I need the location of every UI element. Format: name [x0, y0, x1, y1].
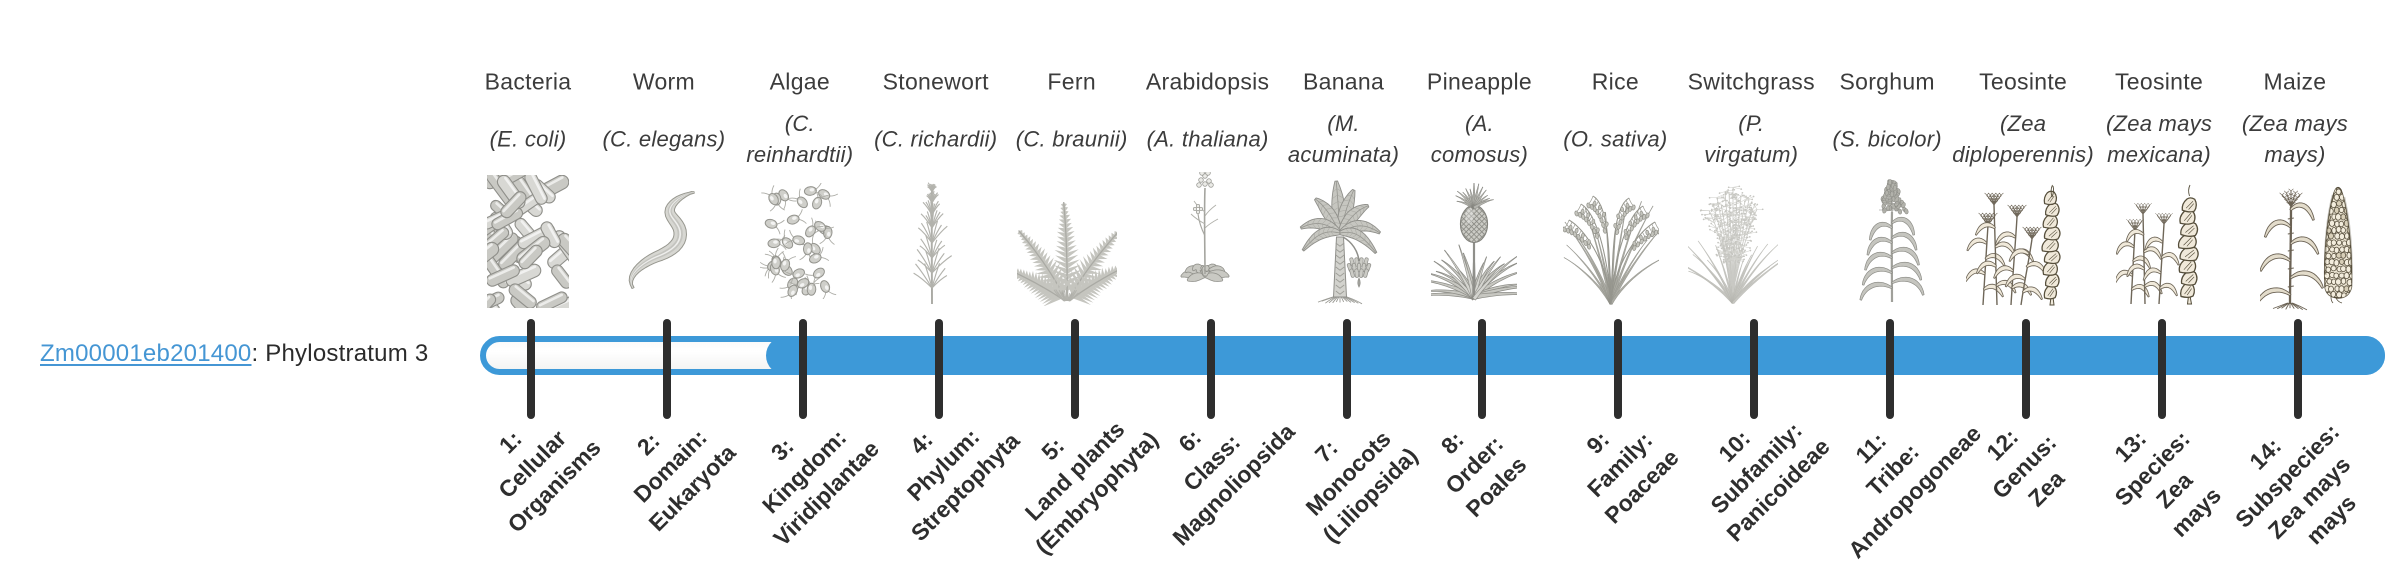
taxon-label-text: 4: Phylum: Streptophyta — [901, 423, 1025, 546]
taxon-label-text: 8: Order: Poales — [1436, 426, 1532, 523]
bacteria-icon — [487, 175, 569, 308]
organism-common-name: Algae — [769, 68, 830, 95]
phylostratum-tick — [798, 319, 807, 419]
organism-species-name: (C. richardii) — [874, 126, 998, 151]
organism-species-name: (E. coli) — [489, 126, 567, 151]
organism-species-name: (P. virgatum) — [1704, 110, 1799, 167]
phylostratum-tick — [2293, 319, 2302, 419]
taxon-label-text: 9: Family: Poaceae — [1581, 426, 1685, 529]
phylostratum-tick — [1886, 319, 1895, 419]
phylostratum-tick — [662, 319, 671, 419]
organism-species-name: (C. reinhardtii) — [746, 110, 854, 167]
organism-common-name: Banana — [1302, 68, 1385, 95]
taxon-label-text: 2: Domain: Eukaryota — [628, 424, 741, 537]
phylostratum-tick — [1206, 319, 1215, 419]
fern-icon — [1006, 184, 1131, 307]
algae-icon — [758, 182, 840, 305]
worm-icon — [624, 190, 704, 291]
organism-common-name: Arabidopsis — [1145, 68, 1270, 95]
taxon-label-text: 6: Class: Magnoliopsida — [1167, 418, 1300, 551]
phylostratum-tick — [934, 319, 943, 419]
organism-common-name: Rice — [1591, 68, 1639, 95]
organism-species-name: (Zea mays mays) — [2241, 110, 2349, 167]
organism-common-name: Teosinte — [2114, 68, 2204, 95]
pineapple-icon — [1407, 180, 1548, 305]
phylostratum-tick — [2158, 319, 2167, 419]
phylostratum-tick — [1070, 319, 1079, 419]
organism-common-name: Bacteria — [484, 68, 572, 95]
organism-common-name: Fern — [1047, 68, 1096, 95]
gene-caption-text: : Phylostratum 3 — [251, 339, 429, 367]
organism-species-name: (O. sativa) — [1563, 126, 1668, 151]
organism-common-name: Teosinte — [1979, 68, 2068, 95]
phylostratum-fill — [766, 336, 2385, 375]
phylostratum-tick — [527, 319, 535, 419]
taxon-label-text: 10: Subfamily: Panicoideae — [1705, 417, 1835, 547]
banana-icon — [1290, 179, 1390, 305]
organism-species-name: (S. bicolor) — [1832, 126, 1942, 151]
taxon-label-text: 1: Cellular Organisms — [493, 424, 606, 538]
phylostratum-tick — [1342, 319, 1351, 419]
taxon-label-text: 14: Subspecies: Zea mays mays — [2230, 418, 2361, 550]
switchgrass-icon — [1651, 179, 1809, 305]
maize-icon — [2254, 177, 2366, 311]
organism-common-name: Maize — [2263, 68, 2327, 95]
stonewort-icon — [906, 180, 958, 305]
organism-species-name: (C. elegans) — [602, 126, 726, 151]
organism-species-name: (Zea diploperennis) — [1952, 110, 2094, 167]
sorghum-icon — [1859, 176, 1925, 304]
taxon-label-text: 12: Genus: Zea — [1981, 423, 2070, 512]
phylostratum-tick — [1614, 319, 1623, 419]
organism-common-name: Stonewort — [882, 68, 989, 95]
organism-common-name: Sorghum — [1839, 68, 1935, 95]
phylostratum-tick — [2022, 319, 2031, 419]
phylostratum-tick — [1478, 319, 1487, 419]
arabidopsis-icon — [1173, 170, 1237, 290]
organism-common-name: Worm — [632, 68, 695, 95]
organism-species-name: (M. acuminata) — [1287, 110, 1400, 167]
organism-species-name: (C. braunii) — [1015, 126, 1128, 151]
teosinte-mexicana-icon — [2114, 180, 2208, 308]
gene-link[interactable]: Zm00001eb201400 — [40, 339, 252, 367]
taxon-label-text: 11: Tribe: Andropogoneae — [1843, 420, 1987, 564]
organism-species-name: (A. thaliana) — [1146, 126, 1269, 151]
teosinte-diploperennis-icon — [1964, 179, 2070, 309]
taxon-label-text: 7: Monocots (Liliopsida) — [1300, 425, 1423, 548]
phylostratum-tick — [1750, 319, 1759, 419]
organism-species-name: (A. comosus) — [1430, 110, 1529, 167]
taxon-label-text: 3: Kingdom: Viridiplantae — [756, 424, 884, 552]
organism-common-name: Pineapple — [1426, 68, 1532, 95]
rice-icon — [1562, 176, 1673, 306]
organism-common-name: Switchgrass — [1687, 68, 1815, 95]
gene-caption: Zm00001eb201400: Phylostratum 3 — [40, 340, 428, 368]
organism-species-name: (Zea mays mexicana) — [2105, 110, 2213, 167]
